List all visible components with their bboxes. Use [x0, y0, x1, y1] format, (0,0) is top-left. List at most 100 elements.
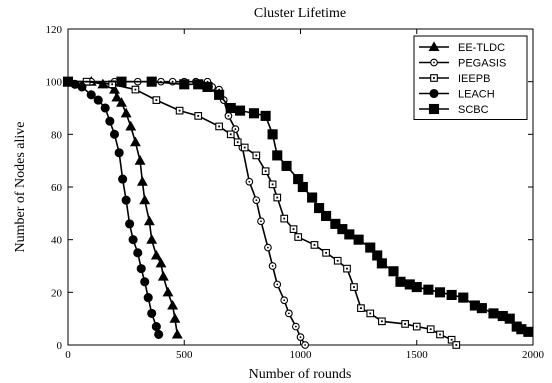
x-tick-label: 500	[176, 349, 193, 361]
data-point-ieepb-dot	[134, 88, 137, 91]
data-point-pegasis-dot	[304, 344, 307, 346]
data-point-pegasis-dot	[227, 115, 230, 117]
data-point-ee-tldc	[125, 120, 137, 131]
data-point-ieepb-dot	[229, 133, 232, 136]
data-point-ieepb-dot	[369, 312, 372, 315]
data-point-ee-tldc	[143, 215, 155, 226]
data-point-scbc	[214, 89, 225, 100]
y-axis-label: Number of Nodes alive	[13, 121, 28, 252]
data-point-ieepb-dot	[439, 333, 441, 336]
data-point-ieepb-dot	[346, 267, 348, 270]
data-point-leach	[86, 90, 96, 100]
data-point-scbc	[446, 289, 457, 301]
data-point-scbc	[395, 276, 406, 287]
y-tick-label: 60	[51, 182, 63, 194]
data-point-pegasis-dot	[271, 265, 274, 267]
data-point-pegasis-dot	[287, 312, 290, 315]
data-point-pegasis-dot	[171, 80, 174, 83]
data-point-ee-tldc	[157, 270, 169, 281]
data-point-ieepb-dot	[429, 328, 432, 331]
data-point-scbc	[307, 192, 318, 203]
data-point-ieepb-dot	[243, 146, 246, 149]
data-point-ee-tldc	[146, 234, 158, 244]
data-point-ieepb-dot	[313, 244, 316, 246]
y-tick-label: 100	[46, 77, 63, 89]
legend-marker-ieepb-dot	[433, 77, 435, 79]
data-point-scbc	[337, 224, 348, 235]
series-line-pegasis	[68, 80, 306, 346]
data-point-scbc	[62, 76, 74, 87]
data-point-scbc	[365, 242, 376, 253]
data-point-ee-tldc	[109, 83, 120, 94]
data-point-ieepb-dot	[276, 196, 279, 199]
data-point-scbc	[423, 284, 434, 295]
data-point-scbc	[116, 76, 127, 87]
y-tick-label: 20	[51, 287, 63, 299]
data-point-ieepb-dot	[197, 115, 200, 117]
series-line-ee-tldc	[68, 80, 179, 335]
legend-label-scbc: SCBC	[458, 104, 489, 116]
series-scbc	[62, 76, 534, 337]
data-point-ieepb-dot	[111, 83, 114, 86]
data-point-leach	[109, 129, 120, 139]
data-point-ee-tldc	[150, 249, 162, 260]
data-point-ieepb-dot	[178, 109, 181, 112]
x-tick-label: 2000	[522, 349, 545, 361]
x-tick-label: 1500	[406, 349, 429, 361]
data-point-ieepb-dot	[218, 125, 221, 128]
data-point-ieepb-dot	[283, 217, 286, 220]
legend: EE-TLDC PEGASIS IEEPB LEACH SCBC	[413, 35, 528, 120]
data-point-pegasis-dot	[299, 336, 302, 338]
data-point-scbc	[388, 266, 399, 277]
data-point-scbc	[458, 292, 469, 303]
series-ieepb	[64, 77, 461, 349]
data-point-ieepb-dot	[271, 183, 274, 186]
data-point-leach	[128, 235, 138, 245]
series-leach	[63, 77, 164, 340]
data-point-leach	[133, 248, 143, 258]
data-point-scbc	[179, 79, 190, 90]
data-point-ieepb-dot	[155, 99, 158, 101]
data-point-ee-tldc	[162, 286, 174, 297]
axis-ticks: 0 500 1000 1500 2000 0 20 40 60 80 100 120	[46, 24, 545, 361]
data-point-leach	[100, 103, 110, 113]
data-point-scbc	[344, 229, 355, 240]
data-point-scbc	[193, 79, 204, 90]
data-point-scbc	[235, 105, 246, 116]
data-point-leach	[151, 322, 161, 332]
data-point-scbc	[504, 313, 515, 324]
data-point-ieepb-dot	[380, 320, 383, 323]
legend-marker-ee-tldc	[428, 41, 440, 52]
y-tick-label: 0	[57, 340, 63, 352]
data-point-ee-tldc	[167, 299, 179, 310]
legend-marker-leach	[429, 88, 439, 99]
data-point-leach	[118, 174, 128, 184]
data-point-scbc	[314, 203, 325, 214]
data-point-scbc	[376, 258, 387, 269]
data-point-ieepb-dot	[292, 228, 295, 231]
series-layer	[62, 76, 534, 349]
legend-label-ee-tldc: EE-TLDC	[458, 42, 505, 54]
data-point-leach	[77, 82, 87, 92]
data-point-ieepb-dot	[236, 141, 239, 144]
data-point-scbc	[202, 81, 213, 92]
legend-label-pegasis: PEGASIS	[458, 58, 506, 70]
data-point-leach	[114, 148, 124, 158]
data-point-scbc	[297, 181, 308, 193]
data-point-ee-tldc	[155, 257, 167, 268]
data-point-scbc	[434, 287, 446, 298]
data-point-pegasis-dot	[234, 128, 237, 130]
data-point-ee-tldc	[134, 155, 146, 165]
data-point-pegasis-dot	[248, 180, 251, 183]
data-point-leach	[136, 264, 146, 274]
data-point-ieepb-dot	[404, 323, 407, 325]
y-tick-label: 80	[51, 129, 63, 141]
data-point-scbc	[248, 108, 260, 119]
data-point-leach	[143, 293, 153, 303]
data-point-pegasis-dot	[294, 325, 297, 328]
data-point-leach	[154, 329, 164, 340]
data-point-ee-tldc	[169, 313, 181, 323]
data-point-ieepb-dot	[297, 236, 300, 238]
data-point-scbc	[281, 160, 292, 171]
